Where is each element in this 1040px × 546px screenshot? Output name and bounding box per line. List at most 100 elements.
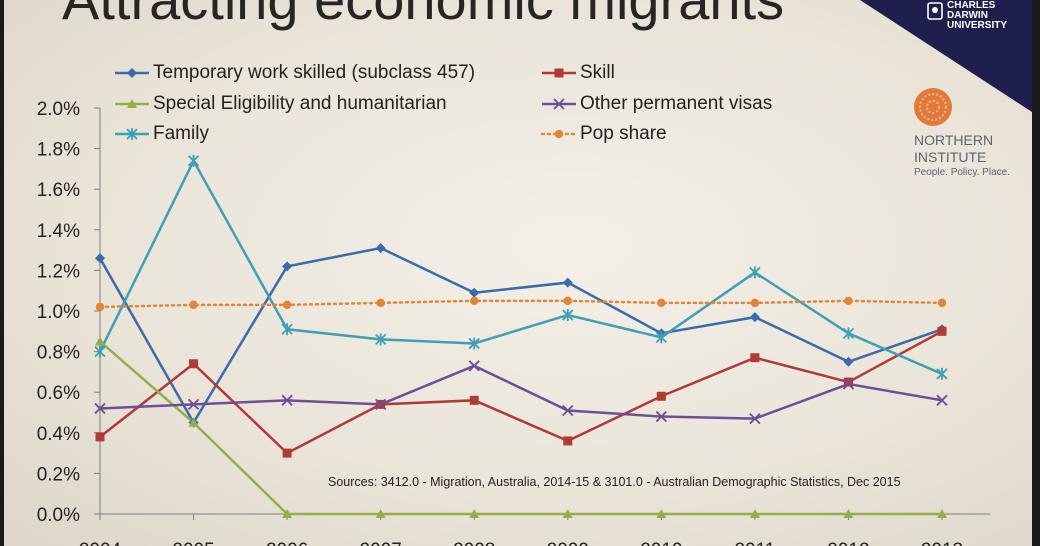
data-point-4-4 bbox=[468, 337, 480, 350]
data-point-1-8 bbox=[843, 377, 853, 387]
data-point-0-5 bbox=[562, 277, 573, 288]
cdu-logo-text: CHARLES DARWIN UNIVERSITY bbox=[947, 1, 1007, 31]
y-tick-label: 1.2% bbox=[37, 261, 80, 282]
series-line-4 bbox=[98, 158, 943, 376]
legend-swatch-icon bbox=[542, 98, 576, 110]
x-tick-label: 2009 bbox=[547, 540, 589, 546]
y-tick-label: 0.0% bbox=[37, 505, 80, 526]
data-point-0-3 bbox=[375, 243, 386, 254]
data-point-3-2 bbox=[281, 394, 293, 406]
data-point-3-0 bbox=[94, 402, 106, 415]
y-tick-label: 0.8% bbox=[37, 343, 80, 364]
data-point-3-6 bbox=[655, 410, 667, 423]
y-tick-label: 2.0% bbox=[37, 99, 80, 120]
x-tick-label: 2012 bbox=[827, 540, 869, 546]
data-point-2-6 bbox=[656, 509, 667, 518]
cdu-line-3: UNIVERSITY bbox=[947, 20, 1008, 31]
x-tick-label: 2006 bbox=[266, 540, 308, 546]
data-point-0-8 bbox=[843, 356, 854, 367]
data-point-1-9 bbox=[937, 326, 947, 336]
northern-institute-name: NORTHERN INSTITUTE bbox=[914, 132, 993, 166]
data-point-5-8 bbox=[844, 296, 853, 306]
series-line-2 bbox=[99, 340, 942, 516]
data-point-4-1 bbox=[187, 154, 200, 167]
slide-title: Attracting economic migrants bbox=[62, 0, 784, 32]
series-line-5 bbox=[98, 299, 944, 309]
legend-label: Special Eligibility and humanitarian bbox=[153, 93, 447, 114]
series-line-3 bbox=[99, 364, 943, 420]
legend-label: Other permanent visas bbox=[580, 93, 773, 114]
cdu-line-2: DARWIN bbox=[947, 10, 988, 21]
legend-label: Pop share bbox=[580, 123, 667, 144]
data-point-0-7 bbox=[749, 312, 760, 323]
y-tick-label: 0.4% bbox=[37, 424, 80, 445]
data-point-4-3 bbox=[375, 333, 387, 346]
data-point-4-2 bbox=[281, 323, 293, 336]
legend-label: Family bbox=[153, 123, 209, 144]
data-point-4-5 bbox=[562, 309, 574, 322]
series-line-1 bbox=[99, 330, 943, 455]
data-point-2-7 bbox=[749, 509, 760, 518]
data-point-5-1 bbox=[189, 300, 198, 310]
y-tick-label: 1.4% bbox=[37, 221, 80, 242]
data-point-1-0 bbox=[95, 432, 105, 442]
legend-swatch-icon bbox=[115, 99, 149, 108]
data-point-4-7 bbox=[749, 266, 761, 279]
data-point-1-6 bbox=[656, 391, 666, 401]
legend-label: Skill bbox=[580, 62, 615, 83]
x-tick-label: 2005 bbox=[172, 540, 214, 546]
data-point-0-2 bbox=[282, 261, 293, 272]
data-point-3-7 bbox=[749, 412, 761, 425]
y-tick-label: 1.6% bbox=[37, 180, 80, 201]
university-banner bbox=[860, 0, 1032, 112]
data-point-2-3 bbox=[375, 509, 386, 518]
data-point-5-4 bbox=[469, 296, 479, 306]
data-point-2-8 bbox=[843, 509, 854, 518]
data-point-4-6 bbox=[655, 331, 667, 344]
data-point-3-9 bbox=[936, 394, 948, 406]
data-point-1-5 bbox=[563, 436, 573, 446]
legend-swatch-icon bbox=[115, 68, 149, 78]
x-tick-label: 2013 bbox=[921, 540, 963, 546]
data-point-4-0 bbox=[94, 345, 106, 358]
legend-swatch-icon bbox=[115, 128, 149, 140]
data-point-3-8 bbox=[842, 378, 855, 390]
left-edge bbox=[0, 0, 4, 546]
data-point-2-0 bbox=[95, 336, 105, 346]
data-point-4-9 bbox=[936, 367, 948, 380]
data-point-3-5 bbox=[562, 404, 574, 417]
x-tick-label: 2004 bbox=[79, 540, 122, 546]
x-tick-label: 2007 bbox=[360, 540, 402, 546]
data-point-3-1 bbox=[187, 398, 200, 411]
data-point-2-9 bbox=[937, 509, 947, 518]
data-point-1-7 bbox=[750, 353, 760, 363]
data-point-5-7 bbox=[750, 298, 760, 308]
data-point-5-5 bbox=[563, 296, 573, 306]
data-point-4-8 bbox=[842, 327, 855, 340]
ni-line-1: NORTHERN bbox=[914, 132, 994, 148]
cdu-line-1: CHARLES bbox=[947, 0, 996, 11]
legend-swatch-icon bbox=[540, 129, 578, 139]
data-point-5-0 bbox=[95, 302, 105, 312]
data-point-5-3 bbox=[376, 298, 385, 308]
cdu-crest-icon bbox=[927, 2, 943, 20]
data-point-1-4 bbox=[469, 395, 479, 405]
data-point-0-4 bbox=[469, 287, 480, 298]
right-edge bbox=[1032, 0, 1040, 546]
data-point-2-5 bbox=[562, 509, 573, 518]
y-tick-label: 1.0% bbox=[37, 302, 80, 323]
data-point-5-6 bbox=[657, 298, 666, 308]
data-point-0-0 bbox=[95, 253, 105, 264]
northern-institute-logo-icon bbox=[914, 88, 952, 126]
data-point-5-9 bbox=[937, 298, 947, 308]
x-tick-label: 2008 bbox=[453, 540, 495, 546]
y-tick-label: 1.8% bbox=[37, 140, 80, 161]
y-tick-label: 0.2% bbox=[37, 464, 80, 485]
data-point-3-3 bbox=[375, 398, 387, 411]
legend-label: Temporary work skilled (subclass 457) bbox=[153, 62, 476, 83]
x-tick-label: 2011 bbox=[734, 540, 775, 546]
data-point-1-2 bbox=[282, 448, 292, 458]
data-point-2-1 bbox=[188, 417, 199, 427]
y-tick-label: 0.6% bbox=[37, 383, 80, 404]
